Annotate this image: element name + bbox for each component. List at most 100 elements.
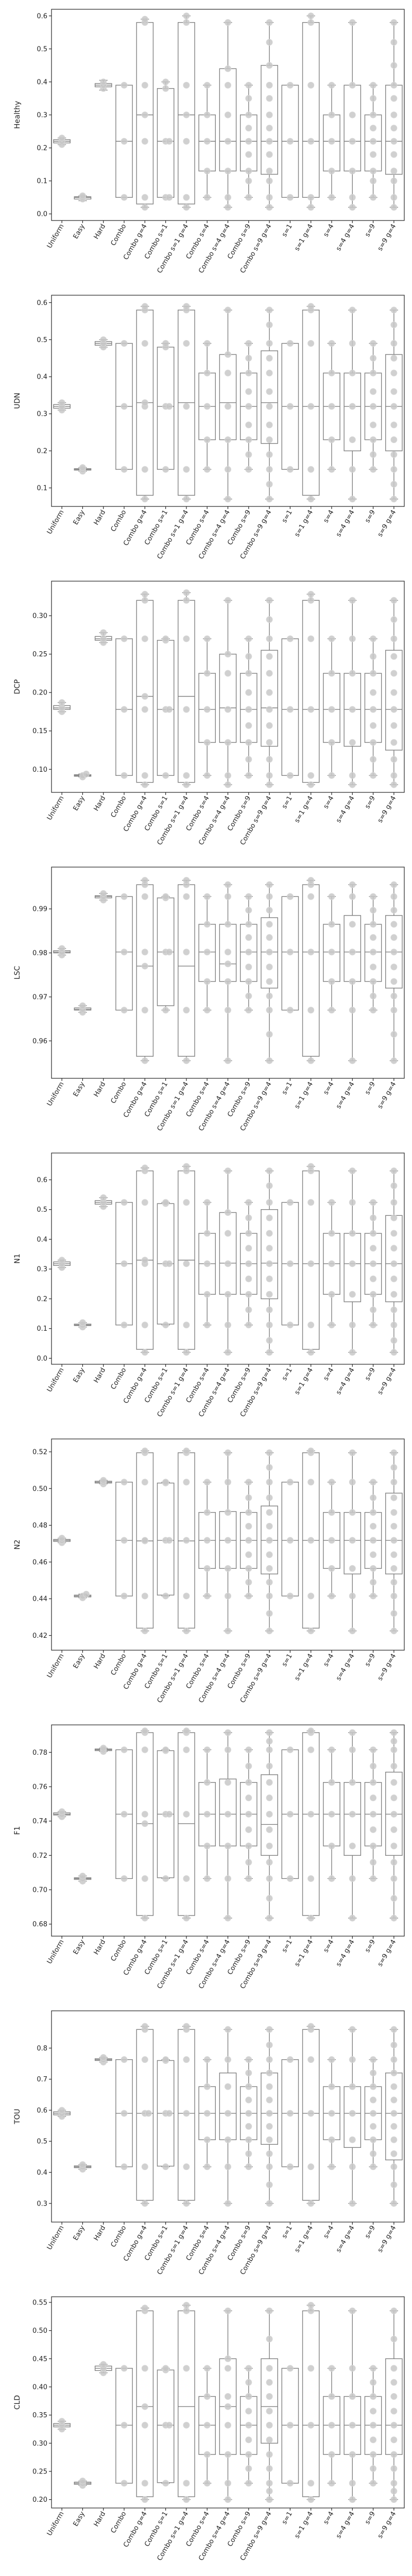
ytick-label: 0.5	[37, 336, 47, 344]
data-point	[390, 2163, 398, 2171]
data-point	[266, 1214, 273, 1222]
data-point	[390, 963, 398, 971]
data-point	[328, 739, 335, 746]
data-point	[225, 1260, 231, 1267]
data-point	[141, 204, 148, 211]
data-point	[370, 138, 377, 145]
xtick-label: s=1 g=4	[293, 1081, 315, 1110]
ytick-label: 0.40	[32, 2383, 47, 2391]
data-point	[203, 466, 211, 473]
box-14	[344, 307, 362, 503]
data-point	[203, 948, 211, 956]
data-point	[349, 167, 356, 175]
xtick-label: s=4	[322, 795, 335, 810]
data-point	[390, 1245, 398, 1252]
data-point	[390, 1349, 398, 1356]
data-point	[225, 2307, 231, 2314]
xtick-label: s=9 g=4	[376, 509, 398, 538]
data-point	[141, 1537, 148, 1544]
xtick-label: Uniform	[46, 509, 66, 536]
box-9	[239, 2365, 258, 2487]
data-point	[370, 2070, 377, 2077]
box-body	[302, 22, 320, 198]
data-point	[390, 2150, 398, 2157]
data-point	[349, 1779, 356, 1786]
data-point	[225, 1628, 231, 1635]
data-point	[141, 1447, 148, 1454]
data-point	[183, 1810, 190, 1818]
data-point	[141, 1321, 148, 1329]
xtick-label: s=4	[322, 2511, 335, 2526]
data-point	[58, 1535, 65, 1542]
data-point	[328, 2083, 335, 2090]
data-point	[141, 1810, 148, 1818]
data-point	[370, 466, 377, 473]
data-point	[349, 921, 356, 928]
data-point	[266, 2096, 273, 2104]
data-point	[225, 2083, 231, 2090]
xtick-label: s=4	[322, 223, 335, 239]
data-point	[266, 421, 273, 429]
data-point	[266, 1610, 273, 1617]
data-point	[121, 81, 128, 89]
data-point	[286, 1260, 294, 1267]
data-point	[245, 653, 252, 660]
data-point	[225, 1479, 231, 1486]
data-point	[121, 1321, 128, 1329]
data-point	[307, 466, 315, 473]
xtick-label: Combo	[110, 2224, 128, 2248]
data-point	[349, 881, 356, 888]
data-point	[266, 781, 273, 788]
data-point	[328, 1565, 335, 1572]
ytick-label: 0.5	[37, 45, 47, 53]
data-point	[245, 2465, 252, 2472]
data-point	[225, 772, 231, 779]
data-point	[225, 1875, 231, 1882]
data-point	[245, 2150, 252, 2157]
data-point	[82, 770, 90, 777]
data-point	[203, 706, 211, 713]
data-point	[203, 1746, 211, 1753]
box-body	[385, 1771, 403, 1856]
data-point	[390, 2181, 398, 2189]
data-point	[225, 138, 231, 145]
data-point	[266, 2496, 273, 2503]
ytick-label: 0.4	[37, 1236, 47, 1244]
box-11	[281, 1746, 299, 1882]
data-point	[245, 722, 252, 729]
box-11	[281, 1199, 299, 1329]
xtick-label: Hard	[93, 2511, 108, 2528]
data-point	[328, 1592, 335, 1600]
data-point	[390, 978, 398, 985]
box-body	[261, 1774, 278, 1856]
box-16	[385, 881, 403, 1064]
data-point	[390, 177, 398, 184]
data-point	[245, 1746, 252, 1753]
data-point	[286, 893, 294, 900]
data-point	[328, 403, 335, 410]
data-point	[349, 1449, 356, 1456]
data-point	[266, 1449, 273, 1456]
ytick-label: 0.97	[32, 993, 47, 1001]
data-point	[370, 111, 377, 118]
data-point	[328, 2110, 335, 2117]
data-point	[203, 2163, 211, 2171]
data-point	[225, 2365, 231, 2372]
data-point	[203, 921, 211, 928]
data-point	[162, 2163, 169, 2171]
xtick-label: s=1	[281, 1081, 294, 1096]
data-point	[390, 2083, 398, 2090]
data-point	[370, 1306, 377, 1313]
box-9	[239, 893, 258, 1014]
data-point	[266, 1230, 273, 1237]
data-point	[245, 2365, 252, 2372]
box-1	[74, 1872, 92, 1885]
ytick-label: 0.42	[32, 1632, 47, 1640]
data-point	[266, 2070, 273, 2077]
data-point	[370, 2465, 377, 2472]
data-point	[328, 921, 335, 928]
data-point	[245, 2136, 252, 2143]
data-point	[390, 321, 398, 329]
data-point	[141, 1007, 148, 1014]
